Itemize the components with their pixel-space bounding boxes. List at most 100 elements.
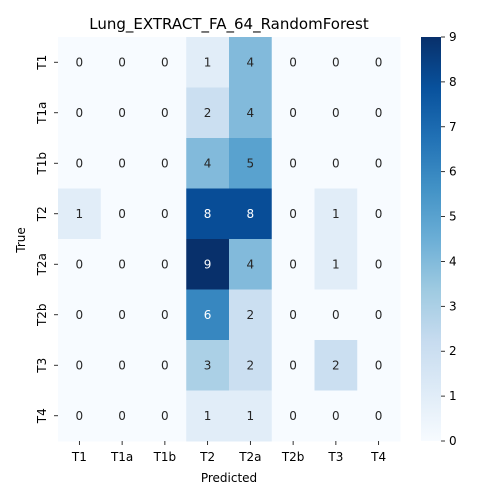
cell-value-label: 0 xyxy=(161,207,169,221)
cell-value-label: 2 xyxy=(247,308,255,322)
heatmap-cell xyxy=(186,37,230,88)
heatmap-cell xyxy=(229,390,273,442)
heatmap-cell xyxy=(357,188,401,240)
colorbar-tick-label: 2 xyxy=(449,344,457,358)
cell-value-label: 0 xyxy=(118,358,126,372)
x-axis-label: Predicted xyxy=(201,471,257,485)
heatmap-cell xyxy=(271,138,315,189)
cell-value-label: 5 xyxy=(247,156,255,170)
cell-value-label: 3 xyxy=(204,358,212,372)
cell-value-label: 0 xyxy=(161,308,169,322)
heatmap-cell xyxy=(271,239,315,290)
cell-value-label: 0 xyxy=(118,308,126,322)
heatmap-cell xyxy=(100,340,144,391)
x-tick-label: T2a xyxy=(238,450,261,464)
cell-value-label: 8 xyxy=(204,207,212,221)
heatmap-cell xyxy=(314,390,358,442)
cell-value-label: 4 xyxy=(247,55,255,69)
cell-value-label: 0 xyxy=(76,257,84,271)
cell-value-label: 0 xyxy=(289,308,297,322)
colorbar-tick-label: 4 xyxy=(449,254,457,268)
colorbar-tick-label: 7 xyxy=(449,120,457,134)
cell-value-label: 8 xyxy=(247,207,255,221)
cell-value-label: 0 xyxy=(375,308,383,322)
cell-value-label: 0 xyxy=(375,55,383,69)
heatmap-cell xyxy=(186,289,230,341)
heatmap-cell xyxy=(271,390,315,442)
heatmap-cell xyxy=(58,87,102,139)
cell-value-label: 1 xyxy=(76,207,84,221)
heatmap-cell xyxy=(100,289,144,341)
cell-value-label: 2 xyxy=(247,358,255,372)
x-tick-label: T3 xyxy=(327,450,343,464)
cell-value-label: 0 xyxy=(76,308,84,322)
heatmap-cell xyxy=(143,37,187,88)
x-tick-label: T1b xyxy=(153,450,177,464)
heatmap-cell xyxy=(271,87,315,139)
colorbar-tick-label: 0 xyxy=(449,434,457,448)
cell-value-label: 0 xyxy=(76,156,84,170)
cell-value-label: 0 xyxy=(375,207,383,221)
cell-value-label: 0 xyxy=(289,358,297,372)
y-axis-ticks: T1 T1a T1b T2 T2a T2b T3 T4 xyxy=(35,55,58,424)
cell-value-label: 0 xyxy=(332,409,340,423)
y-axis-label: True xyxy=(14,227,28,254)
heatmap-grid: 0 0 0 1 4 0 0 0 0 0 0 2 4 0 0 0 0 0 0 4 5 0 0 0 1 0 0 8 8 0 1 0 0 0 0 9 4 0 1 0… xyxy=(58,37,401,442)
cell-value-label: 1 xyxy=(204,409,212,423)
heatmap-cell xyxy=(186,340,230,391)
heatmap-cell xyxy=(271,289,315,341)
cell-value-label: 4 xyxy=(247,106,255,120)
y-tick-label: T2b xyxy=(35,303,49,327)
cell-value-label: 0 xyxy=(289,55,297,69)
cell-value-label: 0 xyxy=(289,257,297,271)
cell-value-label: 0 xyxy=(161,55,169,69)
heatmap-cell xyxy=(58,390,102,442)
cell-value-label: 0 xyxy=(118,156,126,170)
x-tick-label: T2b xyxy=(281,450,305,464)
heatmap-cell xyxy=(143,340,187,391)
heatmap-cell xyxy=(271,340,315,391)
heatmap-cell xyxy=(58,188,102,240)
heatmap-cell xyxy=(357,87,401,139)
cell-value-label: 0 xyxy=(289,106,297,120)
colorbar-tick-label: 5 xyxy=(449,210,457,224)
cell-value-label: 0 xyxy=(161,358,169,372)
heatmap-cell xyxy=(143,188,187,240)
cell-value-label: 0 xyxy=(161,156,169,170)
cell-value-label: 1 xyxy=(332,257,340,271)
cell-value-label: 0 xyxy=(161,257,169,271)
heatmap-cell xyxy=(58,37,102,88)
heatmap-cell xyxy=(229,138,273,189)
cell-value-label: 0 xyxy=(76,106,84,120)
cell-value-label: 0 xyxy=(332,308,340,322)
heatmap-cell xyxy=(357,37,401,88)
heatmap-cell xyxy=(100,37,144,88)
heatmap-cell xyxy=(229,289,273,341)
cell-value-label: 0 xyxy=(375,409,383,423)
heatmap-cell xyxy=(314,239,358,290)
heatmap-cell xyxy=(143,390,187,442)
cell-value-label: 0 xyxy=(375,358,383,372)
heatmap-cell xyxy=(229,87,273,139)
cell-value-label: 2 xyxy=(332,358,340,372)
y-tick-label: T4 xyxy=(35,408,49,424)
cell-value-label: 0 xyxy=(375,257,383,271)
x-tick-label: T1a xyxy=(110,450,133,464)
heatmap-cell xyxy=(314,188,358,240)
heatmap-cell xyxy=(314,87,358,139)
heatmap-cell xyxy=(58,289,102,341)
cell-value-label: 1 xyxy=(204,55,212,69)
heatmap-cell xyxy=(314,138,358,189)
cell-value-label: 6 xyxy=(204,308,212,322)
cell-value-label: 4 xyxy=(204,156,212,170)
colorbar-tick-label: 6 xyxy=(449,165,457,179)
heatmap-cell xyxy=(100,188,144,240)
cell-value-label: 0 xyxy=(76,55,84,69)
heatmap-cell xyxy=(100,138,144,189)
cell-value-label: 0 xyxy=(118,106,126,120)
heatmap-cell xyxy=(271,188,315,240)
cell-value-label: 0 xyxy=(76,358,84,372)
x-tick-label: T4 xyxy=(370,450,386,464)
y-tick-label: T1a xyxy=(35,102,49,125)
